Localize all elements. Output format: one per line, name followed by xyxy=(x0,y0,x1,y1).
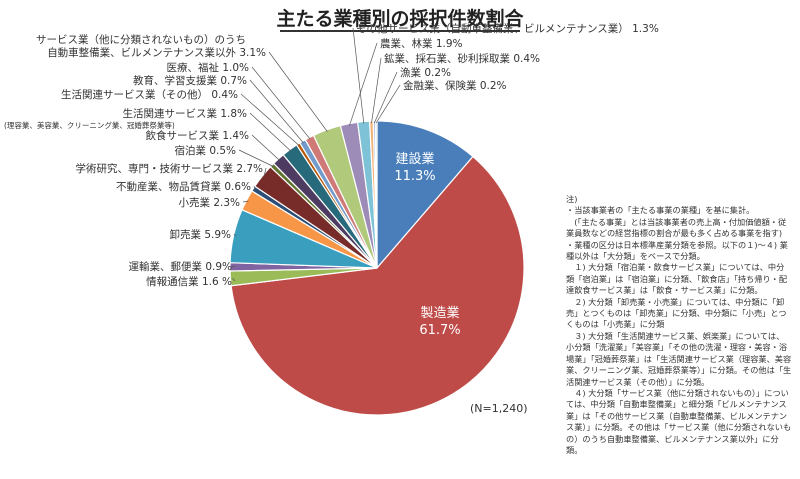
leader-line-16 xyxy=(349,42,378,126)
slice-sublabel-11: (理容業、美容業、クリーニング業、冠婚葬祭業等) xyxy=(4,120,175,130)
footnotes: 注) ・当該事業者の「主たる事業の業種」を基に集計。 (「主たる事業」とは当該事… xyxy=(566,194,792,455)
slice-label-13: 教育、学習支援業 0.7% xyxy=(133,74,247,87)
leader-line-6 xyxy=(242,200,249,203)
leader-line-12 xyxy=(240,93,300,146)
leader-line-4 xyxy=(231,265,236,268)
slice-label-19: 漁業 0.2% xyxy=(400,66,451,79)
slice-value-2: 61.7% xyxy=(419,323,460,338)
title-underline xyxy=(280,30,520,32)
chart-title: 主たる業種別の採択件数割合 xyxy=(276,8,524,30)
leader-line-7 xyxy=(253,185,256,190)
leader-line-10 xyxy=(251,134,280,161)
pie-slice-2 xyxy=(230,155,525,416)
leader-line-20 xyxy=(375,84,401,124)
leader-line-8 xyxy=(263,167,267,178)
slice-label-16: 農業、林業 1.9% xyxy=(380,37,463,50)
leader-line-13 xyxy=(249,79,304,144)
slice-label-15: サービス業（他に分類されないもの）のうち xyxy=(36,33,246,46)
leader-lines xyxy=(231,27,401,282)
slice-labels: 建設業 11.3% 製造業 61.7% 情報通信業 1.6 % 運輸業、郵便業 0.9% 卸… xyxy=(4,22,659,338)
sample-size-label: (N=1,240) xyxy=(470,402,528,415)
slice-label-18: 鉱業、採石業、砂利採取業 0.4% xyxy=(384,52,540,65)
leader-line-17 xyxy=(352,27,365,124)
slice-label-3: 情報通信業 1.6 % xyxy=(146,275,232,288)
leader-line-14 xyxy=(251,66,311,140)
slice-label-6: 小売業 2.3% xyxy=(178,196,240,209)
slice-label-1: 建設業 xyxy=(395,151,434,167)
leader-line-18 xyxy=(371,57,382,124)
slice-value-1: 11.3% xyxy=(394,169,435,184)
slice-label-11: 生活関連サービス業 1.8% xyxy=(122,107,247,120)
slice-label-17: その他サービス業（自動車整備業、ビルメンテナンス業） 1.3% xyxy=(356,22,659,35)
slice-label-4: 運輸業、郵便業 0.9% xyxy=(128,260,232,273)
slice-label-20: 金融業、保険業 0.2% xyxy=(403,79,507,92)
slice-value-15: 自動車整備業、ビルメンテナンス業以外 3.1% xyxy=(47,46,266,59)
slice-label-8: 学術研究、専門・技術サービス業 2.7% xyxy=(75,162,263,175)
slice-label-5: 卸売業 5.9% xyxy=(169,228,231,241)
leader-line-15 xyxy=(268,51,328,132)
leader-line-9 xyxy=(238,149,274,167)
leader-line-19 xyxy=(373,71,398,124)
pie-slices xyxy=(229,120,525,416)
slice-label-2: 製造業 xyxy=(420,305,459,321)
slice-label-7: 不動産業、物品賃貸業 0.6% xyxy=(116,180,251,193)
leader-line-3 xyxy=(232,278,236,282)
slice-label-9: 宿泊業 0.5% xyxy=(174,144,236,157)
pie-slice-1 xyxy=(376,120,474,270)
slice-label-14: 医療、福祉 1.0% xyxy=(166,61,249,74)
slice-label-10: 飲食サービス業 1.4% xyxy=(145,129,249,142)
slice-label-12: 生活関連サービス業（その他） 0.4% xyxy=(61,88,238,101)
leader-line-11 xyxy=(249,112,292,152)
leader-line-5 xyxy=(233,233,236,237)
